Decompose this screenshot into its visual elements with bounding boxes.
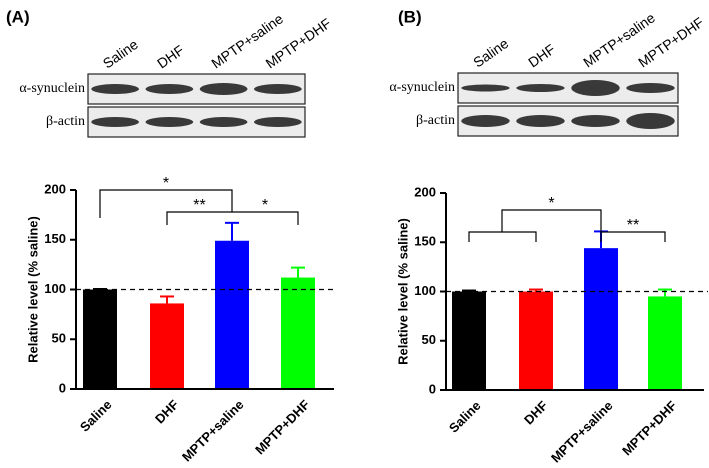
x-tick-label: Saline [446,398,484,436]
significance-bracket [468,231,537,242]
blot-band [516,115,565,127]
lane-label: DHF [154,42,187,72]
significance-bracket [600,231,666,242]
y-tick-label: 150 [414,234,436,249]
bar [215,240,249,389]
blot-band [626,113,675,129]
x-tick-label: DHF [521,398,551,428]
blot-band [516,84,565,92]
significance-bracket [232,211,299,225]
significance-label: * [548,195,554,212]
panel-label: (A) [6,7,30,26]
axis-line [75,190,334,390]
significance-label: * [163,175,169,192]
blot-row-label: β-actin [416,113,455,128]
lane-label: DHF [525,41,558,71]
bar [150,303,184,389]
y-tick-label: 0 [429,381,436,396]
significance-label: ** [193,197,205,214]
bar [452,291,486,390]
significance-bracket [99,189,233,218]
y-tick-label: 150 [44,231,66,246]
significance-label: * [262,197,268,214]
y-tick-label: 50 [422,332,436,347]
y-tick-label: 100 [44,281,66,296]
blot-band [254,84,302,94]
y-axis-label: Relative level (% saline) [25,216,40,363]
blot-band [571,80,620,96]
blot-band [145,84,194,94]
panel-label: (B) [398,7,422,26]
x-tick-label: MPTP+saline [548,398,616,466]
blot-row-label: β-actin [46,114,85,129]
lane-label: Saline [470,35,511,71]
blot-band [199,117,248,127]
bar [281,277,315,389]
blot-band [461,84,510,92]
axis-line [445,193,704,391]
blot-row-label: α-synuclein [19,81,85,96]
x-tick-label: MPTP+DHF [252,397,312,457]
blot-band [91,117,139,127]
blot-band [461,115,510,127]
y-axis-label: Relative level (% saline) [395,218,410,365]
y-tick-label: 200 [414,184,436,199]
x-tick-label: Saline [77,397,115,435]
significance-label: ** [627,217,639,234]
bar [83,289,117,389]
blot-row-label: α-synuclein [389,80,455,95]
blot-band [145,117,194,127]
bar [519,291,553,390]
significance-bracket [501,209,602,232]
significance-bracket [166,211,232,225]
bar [584,248,618,390]
blot-band [91,84,139,94]
y-tick-label: 50 [52,331,66,346]
x-tick-label: MPTP+DHF [619,398,679,458]
x-tick-label: MPTP+saline [179,397,247,465]
y-tick-label: 200 [44,181,66,196]
x-tick-label: DHF [152,397,182,427]
y-tick-label: 0 [59,380,66,395]
blot-band [199,83,248,95]
blot-band [626,83,675,93]
blot-band [254,117,302,127]
lane-label: Saline [100,36,141,72]
bar [648,296,682,390]
y-tick-label: 100 [414,283,436,298]
blot-band [571,115,620,127]
